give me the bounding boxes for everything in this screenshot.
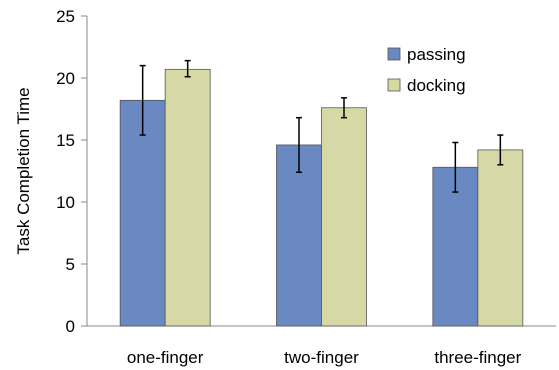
y-tick-label: 20 xyxy=(56,69,75,88)
bar-docking-one-finger xyxy=(164,68,211,327)
y-tick-label: 10 xyxy=(56,193,75,212)
y-axis: 0 5 10 15 20 25 xyxy=(56,7,88,336)
x-tick-label-three-finger: three-finger xyxy=(434,348,521,367)
y-tick-label: 25 xyxy=(56,7,75,26)
x-tick-label-two-finger: two-finger xyxy=(284,348,359,367)
error-bars xyxy=(139,59,504,193)
bar-passing-two-finger xyxy=(276,144,322,327)
legend-swatch-docking xyxy=(387,78,401,92)
bar-docking-two-finger xyxy=(321,107,367,327)
legend-swatch-passing xyxy=(387,47,401,61)
y-axis-title: Task Completion Time xyxy=(14,87,33,254)
legend-label-passing: passing xyxy=(407,45,466,64)
bar-passing-three-finger xyxy=(432,166,479,327)
bar-docking-three-finger xyxy=(477,149,524,327)
y-tick-label: 5 xyxy=(66,255,75,274)
y-tick-label: 0 xyxy=(66,317,75,336)
legend-label-docking: docking xyxy=(407,76,466,95)
bars xyxy=(119,68,524,327)
x-axis: one-finger two-finger three-finger xyxy=(87,325,556,367)
bar-passing-one-finger xyxy=(119,99,166,327)
y-tick-label: 15 xyxy=(56,131,75,150)
x-tick-label-one-finger: one-finger xyxy=(127,348,204,367)
legend: passing docking xyxy=(387,45,466,95)
